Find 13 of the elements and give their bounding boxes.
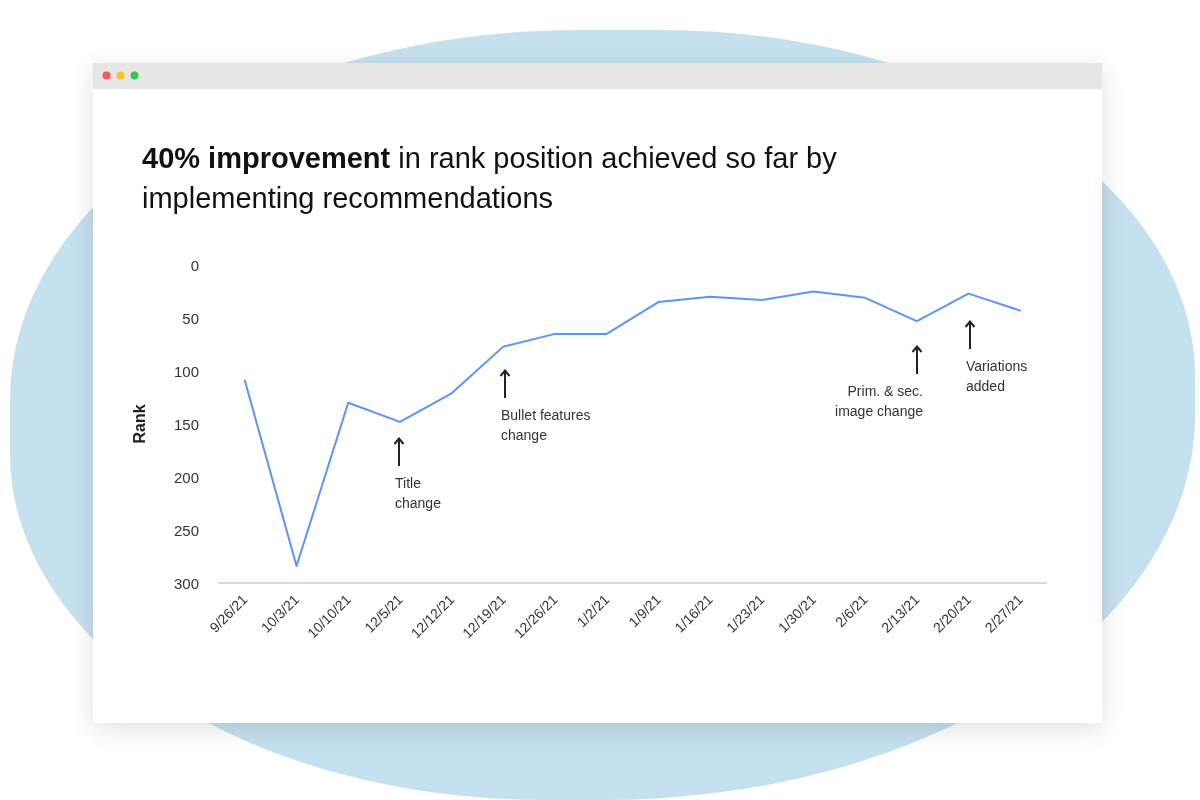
y-tick-label: 150 [173,415,199,433]
y-tick-label: 300 [173,574,199,592]
y-tick-label: 100 [173,362,199,380]
annotation: Title change [395,474,441,513]
annotation: Variations added [966,357,1028,396]
annotation: Bullet features change [501,406,591,445]
y-tick-label: 50 [182,309,199,327]
y-tick-label: 200 [173,468,199,486]
chart-title: 40% improvement in rank position achieved so far by implementing recommendations [142,141,838,216]
y-tick-label: 250 [173,521,199,539]
annotation: Prim. & sec. image change [835,382,923,421]
y-tick-label: 0 [190,256,199,274]
y-axis-title: Rank [130,404,148,444]
